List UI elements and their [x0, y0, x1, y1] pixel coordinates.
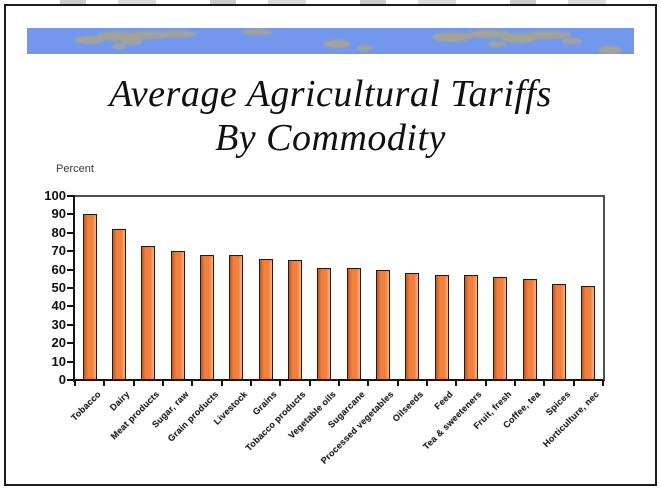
- y-tick-label: 70: [51, 243, 66, 259]
- plot-right-border: [603, 197, 605, 380]
- x-tick: [279, 381, 282, 386]
- x-tick: [396, 381, 399, 386]
- chart-bar: [346, 268, 361, 380]
- y-tick: [67, 342, 74, 345]
- y-tick: [67, 213, 74, 216]
- chart-bar: [434, 275, 449, 380]
- x-tick: [250, 381, 252, 386]
- x-tick: [103, 381, 106, 386]
- chart-bar: [552, 284, 566, 380]
- chart-bar: [82, 214, 97, 380]
- x-tick: [602, 381, 604, 386]
- y-tick-label: 40: [51, 298, 66, 314]
- y-tick-label: 20: [51, 335, 66, 351]
- scan-noise: [60, 0, 620, 4]
- x-tick: [484, 381, 487, 386]
- x-tick: [162, 381, 164, 386]
- chart-bar: [141, 246, 156, 380]
- world-map-texture: [75, 29, 622, 54]
- y-axis-unit-label: Percent: [56, 163, 94, 175]
- slide-title-line2: By Commodity: [215, 117, 446, 160]
- x-tick: [514, 381, 516, 386]
- chart-bar: [229, 255, 244, 380]
- y-tick: [67, 360, 74, 363]
- y-tick-label: 60: [51, 261, 66, 277]
- y-tick: [67, 250, 74, 253]
- x-tick: [572, 381, 575, 386]
- x-tick: [367, 381, 370, 386]
- y-tick-label: 10: [51, 353, 66, 369]
- x-tick: [191, 381, 194, 386]
- chart-bar: [493, 277, 508, 380]
- chart-bar: [464, 275, 478, 380]
- x-tick: [132, 381, 135, 386]
- chart-bar: [112, 229, 126, 380]
- y-tick-label: 90: [51, 206, 66, 222]
- y-tick: [67, 268, 74, 271]
- slide-title: Average Agricultural Tariffs By Commodit…: [0, 72, 661, 160]
- x-axis-line: [73, 379, 605, 381]
- y-tick: [67, 231, 74, 234]
- chart-bar: [200, 255, 214, 380]
- chart-bar: [288, 260, 302, 380]
- y-tick: [67, 305, 74, 308]
- y-tick-label: 100: [44, 188, 66, 203]
- slide-title-line1: Average Agricultural Tariffs: [109, 73, 552, 115]
- y-tick-label: 50: [51, 280, 66, 295]
- y-tick: [67, 323, 74, 326]
- chart-bar: [405, 273, 420, 380]
- x-tick: [455, 381, 458, 386]
- x-tick: [74, 381, 76, 386]
- chart-bar: [317, 268, 332, 380]
- y-tick-label: 80: [51, 224, 66, 240]
- y-tick-label: 30: [51, 316, 66, 332]
- chart-bar: [581, 286, 596, 380]
- x-tick: [308, 381, 311, 386]
- plot-top-border: [75, 195, 605, 197]
- y-tick: [67, 379, 74, 381]
- chart-bar: [522, 279, 537, 380]
- y-tick: [67, 195, 74, 197]
- x-tick: [543, 381, 546, 386]
- x-tick: [338, 381, 340, 386]
- x-tick: [426, 381, 428, 386]
- x-tick: [220, 381, 223, 386]
- y-tick: [67, 287, 74, 289]
- y-tick-label: 0: [58, 372, 66, 387]
- world-map-banner: [27, 28, 634, 54]
- chart-bar: [258, 259, 273, 380]
- y-axis-line: [73, 195, 75, 382]
- slide-border: [4, 4, 657, 486]
- chart-bar: [376, 270, 390, 380]
- chart-bar: [170, 251, 185, 380]
